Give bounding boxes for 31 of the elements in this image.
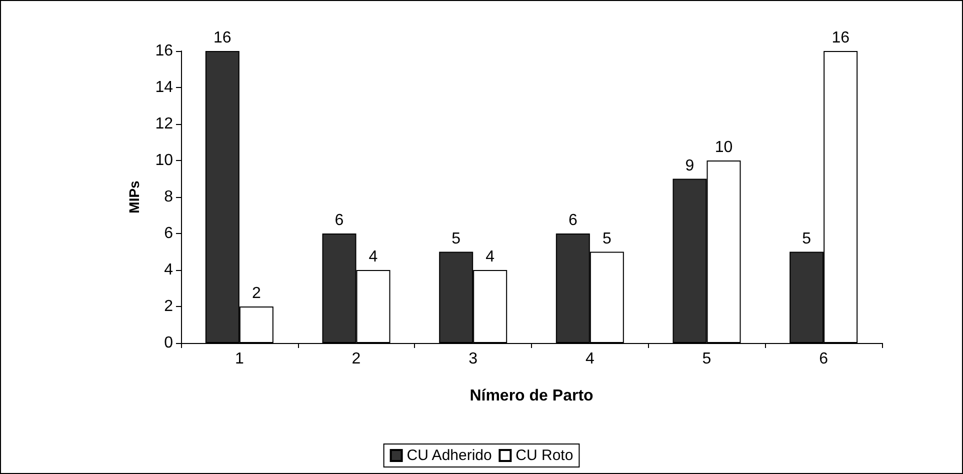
x-tick-label: 5 xyxy=(702,350,712,368)
x-tick-label: 6 xyxy=(819,350,828,368)
x-axis-title: Nímero de Parto xyxy=(470,388,594,404)
data-label: 16 xyxy=(832,30,850,46)
data-label: 4 xyxy=(368,248,378,266)
y-tick-label: 4 xyxy=(164,262,174,278)
data-label: 10 xyxy=(714,139,733,156)
y-tick-label: 0 xyxy=(164,334,174,352)
x-tick-label: 1 xyxy=(234,350,244,368)
legend-label: CU Roto xyxy=(516,447,574,464)
data-label: 5 xyxy=(802,230,812,248)
y-tick-label: 14 xyxy=(155,79,174,96)
data-label: 16 xyxy=(214,30,232,46)
x-tick-label: 3 xyxy=(468,350,478,368)
data-label: 6 xyxy=(334,212,344,229)
data-label: 9 xyxy=(685,157,694,174)
y-tick-label: 8 xyxy=(164,188,174,206)
y-tick-label: 2 xyxy=(164,298,174,315)
data-label: 5 xyxy=(452,230,461,248)
data-label: 2 xyxy=(252,285,261,302)
data-label: 6 xyxy=(568,212,578,229)
x-tick-label: 2 xyxy=(352,350,361,368)
legend-label: CU Adherido xyxy=(406,447,492,464)
data-label: 5 xyxy=(602,230,612,248)
y-tick-label: 16 xyxy=(155,42,174,60)
y-axis-title: MIPs xyxy=(126,180,142,214)
x-tick-label: 4 xyxy=(585,350,594,368)
y-tick-label: 12 xyxy=(155,116,174,132)
data-label: 4 xyxy=(486,248,495,266)
y-tick-label: 6 xyxy=(164,225,174,242)
y-tick-label: 10 xyxy=(155,152,174,169)
